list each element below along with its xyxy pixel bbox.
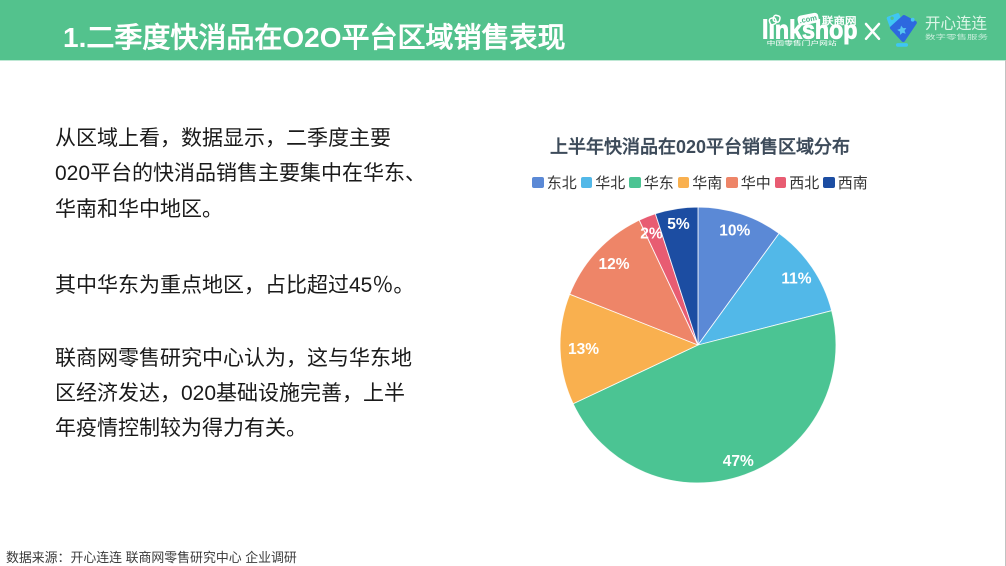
svg-text:联商网: 联商网	[822, 15, 857, 28]
svg-text:中国零售门户网站: 中国零售门户网站	[767, 40, 837, 48]
svg-text:13%: 13%	[568, 341, 599, 358]
svg-text:47%: 47%	[723, 453, 754, 470]
svg-text:12%: 12%	[598, 256, 629, 273]
svg-text:数字零售服务: 数字零售服务	[925, 32, 989, 41]
svg-text:.com: .com	[799, 13, 818, 25]
svg-text:10%: 10%	[719, 223, 750, 240]
svg-text:11%: 11%	[781, 271, 811, 288]
svg-text:5%: 5%	[667, 216, 690, 233]
svg-text:2%: 2%	[640, 226, 663, 243]
svg-text:开心连连: 开心连连	[925, 16, 987, 33]
